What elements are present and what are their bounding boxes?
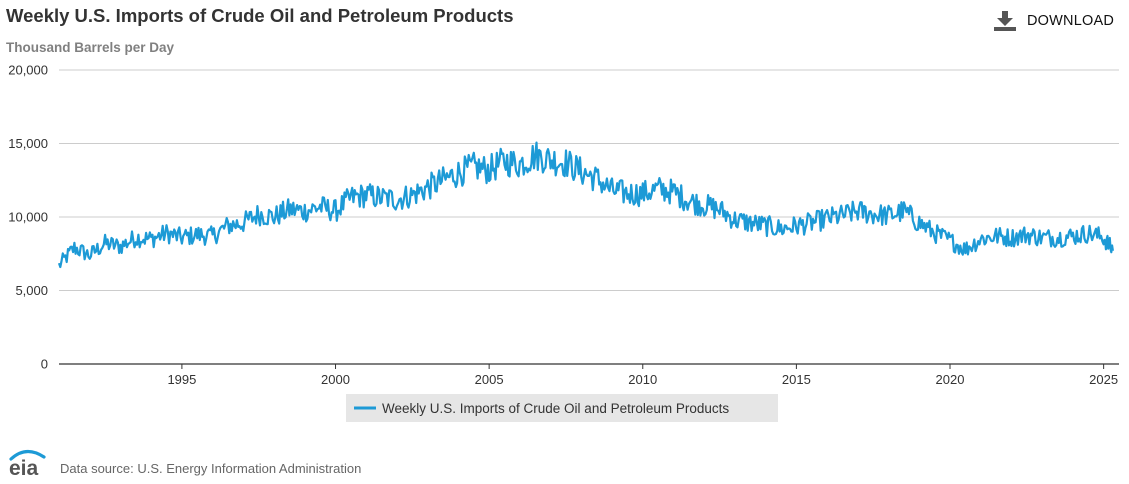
x-tick-label: 2025: [1089, 372, 1118, 387]
y-tick-label: 5,000: [15, 283, 48, 298]
y-tick-label: 0: [41, 357, 48, 372]
x-tick-label: 2005: [475, 372, 504, 387]
x-tick-label: 2000: [321, 372, 350, 387]
x-tick-label: 2010: [628, 372, 657, 387]
gridlines: [59, 69, 1119, 365]
y-tick-label: 15,000: [8, 136, 48, 151]
download-label: DOWNLOAD: [1027, 13, 1114, 29]
eia-logo: eia: [9, 449, 46, 479]
download-icon: [994, 11, 1016, 31]
y-tick-label: 20,000: [8, 63, 48, 78]
legend-box: [346, 394, 778, 422]
download-button[interactable]: DOWNLOAD: [994, 11, 1114, 31]
footer: eia Data source: U.S. Energy Information…: [8, 447, 361, 479]
y-axis: 0 5,000 10,000 15,000 20,000: [8, 63, 48, 372]
data-source: Data source: U.S. Energy Information Adm…: [60, 460, 362, 476]
legend[interactable]: Weekly U.S. Imports of Crude Oil and Pet…: [346, 394, 778, 422]
series-line-weekly-imports: [57, 141, 1114, 269]
x-tick-label: 2015: [782, 372, 811, 387]
y-tick-label: 10,000: [8, 210, 48, 225]
line-chart: 0 5,000 10,000 15,000 20,000 1995 2000 2005 201…: [8, 63, 1119, 422]
svg-text:eia: eia: [9, 457, 39, 479]
legend-label: Weekly U.S. Imports of Crude Oil and Pet…: [382, 401, 729, 416]
x-axis: 1995 2000 2005 2010 2015 2020 2025: [167, 364, 1118, 387]
units-label: Thousand Barrels per Day: [6, 40, 175, 55]
x-tick-label: 2020: [936, 372, 965, 387]
chart-title: Weekly U.S. Imports of Crude Oil and Pet…: [6, 5, 514, 26]
x-tick-label: 1995: [167, 372, 196, 387]
